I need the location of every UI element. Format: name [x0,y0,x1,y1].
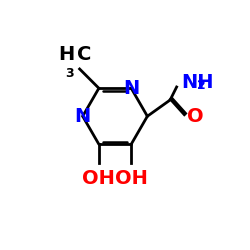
Text: H: H [58,44,74,64]
Text: NH: NH [181,73,214,92]
Text: 3: 3 [66,67,74,80]
Text: 2: 2 [197,79,205,92]
Text: C: C [76,44,91,64]
Text: N: N [74,107,91,126]
Text: N: N [123,79,139,98]
Text: O: O [188,107,204,126]
Text: OH: OH [115,169,148,188]
Text: OH: OH [82,169,115,188]
